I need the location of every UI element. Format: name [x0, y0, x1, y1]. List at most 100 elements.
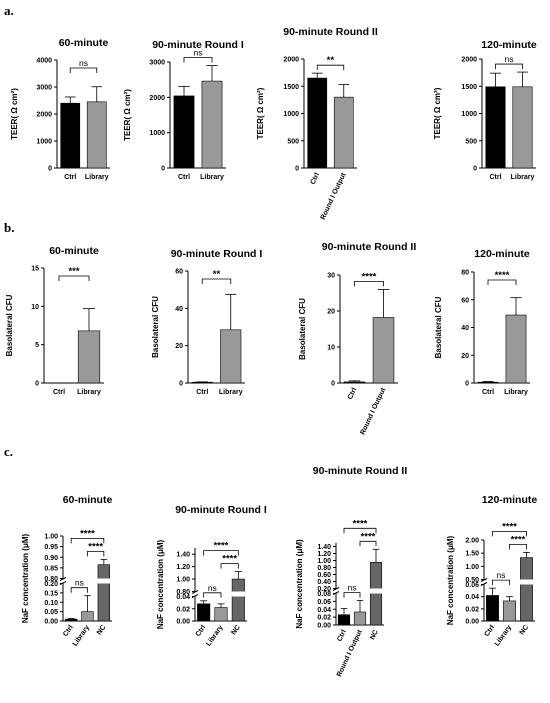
y-tick-label: 1.20: [176, 564, 190, 571]
significance-label: ****: [502, 521, 517, 532]
bar: [173, 95, 195, 169]
significance-bracket: [220, 563, 239, 569]
y-tick-label: 60: [175, 269, 183, 276]
x-tick-label: Ctrl: [482, 389, 494, 396]
y-tick-label: 1000: [149, 130, 165, 137]
chart-title: 90-minute Round I: [175, 504, 267, 516]
panel-label-c: c.: [4, 444, 13, 459]
panel-label-a: a.: [4, 3, 14, 18]
y-tick-label: 0.00: [465, 619, 479, 626]
x-tick-label: Library: [219, 389, 243, 396]
y-tick-label: 2000: [461, 57, 477, 64]
bar: [503, 600, 516, 622]
y-tick-label: 2000: [149, 95, 165, 102]
significance-label: ns: [505, 54, 514, 64]
y-tick-label: 0: [161, 166, 165, 173]
y-tick-label: 10: [327, 345, 335, 352]
y-tick-label: 10: [31, 304, 39, 311]
y-tick-label: 0.80: [176, 589, 190, 596]
significance-label: ****: [362, 271, 377, 282]
y-tick-label: 20: [175, 343, 183, 350]
y-tick-label: 0.04: [176, 594, 190, 601]
y-tick-label: 1000: [36, 139, 52, 146]
chart-title: 60-minute: [59, 37, 109, 49]
y-tick-label: 1.00: [465, 564, 479, 571]
bar: [60, 102, 81, 169]
bar: [485, 86, 506, 169]
x-tick-label: Round I Output: [320, 171, 348, 221]
y-axis-label: TEER( Ω cm²): [10, 88, 19, 140]
y-tick-label: 1.40: [317, 544, 331, 551]
y-tick-label: 60: [461, 297, 469, 304]
y-tick-label: 0.95: [44, 544, 58, 551]
y-tick-label: 1000: [461, 111, 477, 118]
bar: [505, 314, 527, 384]
significance-label: ****: [222, 554, 237, 565]
significance-label: ***: [68, 266, 79, 277]
bar: [97, 564, 111, 622]
bar: [477, 381, 499, 384]
bar: [372, 317, 395, 384]
x-tick-label: Library: [504, 389, 528, 396]
y-tick-label: 0.00: [44, 619, 58, 626]
significance-bracket: [495, 63, 523, 70]
y-tick-label: 0.10: [44, 600, 58, 607]
bar: [337, 614, 351, 626]
significance-label: ****: [495, 270, 510, 281]
significance-label: ****: [214, 541, 229, 552]
y-tick-label: 1000: [283, 111, 299, 118]
x-tick-label: NC: [230, 624, 242, 636]
y-tick-label: 0: [473, 166, 477, 173]
significance-bracket: [359, 540, 377, 547]
y-tick-label: 0.00: [176, 619, 190, 626]
significance-bracket: [87, 550, 105, 557]
y-tick-label: 0.02: [465, 606, 479, 613]
bar-break-gap: [519, 579, 534, 585]
x-tick-label: Library: [494, 624, 513, 648]
x-tick-label: Ctrl: [483, 624, 496, 638]
x-tick-label: Library: [200, 174, 224, 181]
bar: [81, 611, 94, 622]
y-tick-label: 5: [35, 342, 39, 349]
x-tick-label: Library: [77, 389, 101, 396]
y-tick-label: 1.20: [317, 551, 331, 558]
significance-bracket: [343, 592, 361, 598]
y-tick-label: 0.06: [465, 582, 479, 589]
x-tick-label: Ctrl: [64, 174, 76, 181]
bar: [220, 329, 242, 384]
significance-label: **: [213, 269, 221, 280]
significance-bracket: [183, 57, 213, 63]
y-tick-label: 20: [327, 309, 335, 316]
y-tick-label: 0.90: [44, 555, 58, 562]
x-tick-label: Ctrl: [336, 629, 347, 643]
y-tick-label: 1500: [283, 84, 299, 91]
y-tick-label: 0.04: [317, 607, 331, 614]
y-tick-label: 1500: [461, 84, 477, 91]
y-tick-label: 1.50: [465, 551, 479, 558]
y-axis-label: NaF concentration (μM): [295, 539, 304, 629]
chart-title: 120-minute: [481, 39, 537, 51]
significance-bracket: [58, 275, 90, 281]
x-tick-label: NC: [519, 624, 531, 636]
significance-label: ****: [88, 541, 103, 552]
chart-title: 90-minute Round II: [313, 465, 408, 477]
significance-label: ****: [361, 531, 376, 542]
y-tick-label: 500: [287, 138, 299, 145]
significance-label: ns: [79, 58, 88, 68]
bar: [197, 603, 211, 622]
significance-label: ****: [511, 534, 526, 545]
x-tick-label: NC: [96, 624, 108, 636]
y-tick-label: 0.85: [44, 565, 58, 572]
significance-label: ns: [497, 570, 506, 580]
chart-title: 90-minute Round I: [152, 39, 244, 51]
y-axis-label: NaF concentration (μM): [156, 539, 165, 629]
significance-bracket: [70, 537, 105, 544]
significance-bracket: [69, 67, 98, 73]
chart-title: 90-minute Round II: [283, 26, 378, 38]
y-tick-label: 3000: [149, 60, 165, 67]
y-tick-label: 0: [465, 381, 469, 388]
y-axis-label: Basolateral CFU: [434, 296, 443, 358]
x-tick-label: Ctrl: [178, 174, 190, 181]
